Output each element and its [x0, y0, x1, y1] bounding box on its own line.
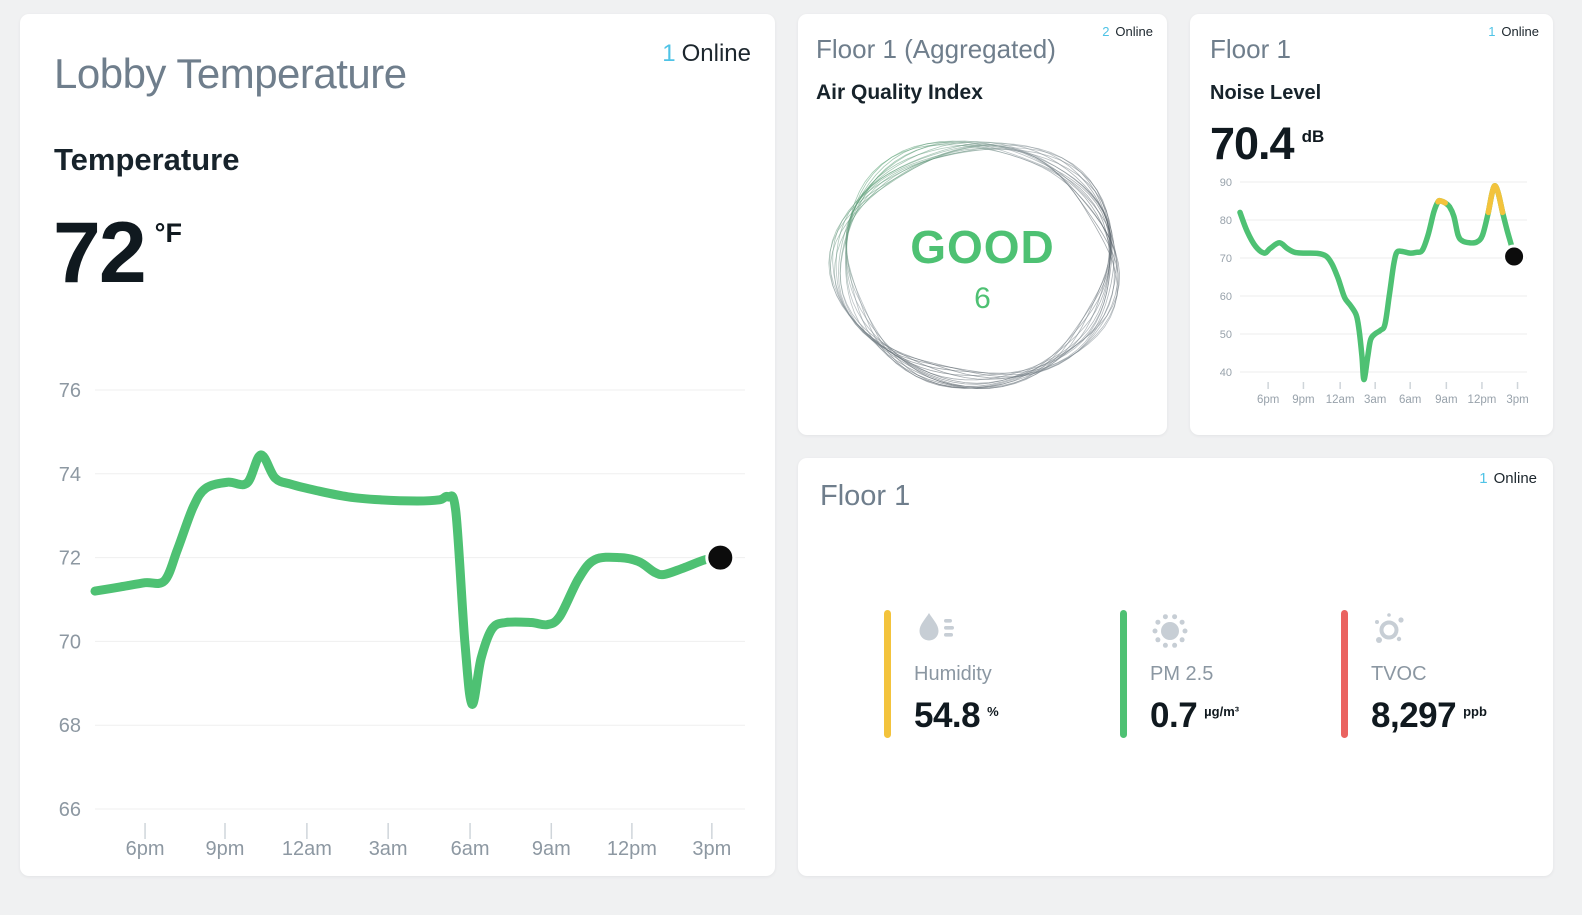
card-noise-level[interactable]: 1 Online Floor 1 Noise Level 70.4 dB 40 50 6…	[1190, 14, 1553, 435]
card-air-quality[interactable]: 2 Online Floor 1 (Aggregated) Air Quality…	[798, 14, 1167, 435]
air-quality-status: GOOD	[910, 221, 1055, 273]
online-label: Online	[681, 40, 751, 67]
svg-text:12pm: 12pm	[607, 838, 657, 860]
temperature-value: 72	[53, 205, 147, 301]
svg-text:6am: 6am	[1399, 394, 1421, 406]
svg-text:74: 74	[59, 464, 81, 486]
online-label: Online	[1493, 470, 1537, 487]
svg-text:72: 72	[59, 548, 81, 570]
metric-humidity: Humidity 54.8%	[884, 610, 999, 738]
droplet-icon	[914, 611, 999, 651]
noise-value: 70.4	[1210, 118, 1295, 169]
air-quality-ring-chart[interactable]: GOOD 6	[798, 114, 1167, 424]
svg-text:66: 66	[59, 799, 81, 821]
metric-tvoc: TVOC 8,297 ppb	[1341, 610, 1487, 738]
current-noise-level: 70.4 dB	[1210, 118, 1553, 170]
metric-value: 8,297 ppb	[1371, 696, 1487, 735]
online-status: 2 Online	[1102, 24, 1153, 39]
metric-name: Temperature	[54, 142, 240, 177]
online-count: 2	[1102, 24, 1110, 39]
svg-text:70: 70	[59, 631, 81, 653]
tvoc-accent-bar	[1341, 610, 1348, 738]
card-floor-metrics[interactable]: 1 Online Floor 1 Humidity 54.8%	[798, 458, 1553, 876]
svg-text:40: 40	[1220, 367, 1232, 379]
svg-text:12pm: 12pm	[1468, 394, 1497, 406]
current-temperature: 72 °F	[53, 204, 775, 303]
svg-text:80: 80	[1220, 215, 1232, 227]
metric-value: 54.8%	[914, 696, 999, 735]
online-count: 1	[1479, 470, 1488, 487]
card-title: Floor 1	[820, 480, 911, 512]
svg-text:6pm: 6pm	[126, 838, 165, 860]
svg-text:12am: 12am	[1326, 394, 1355, 406]
metric-name: Air Quality Index	[816, 81, 983, 104]
online-status: 1 Online	[1488, 24, 1539, 39]
metric-value: 0.7 µg/m³	[1150, 696, 1240, 735]
metric-unit: ppb	[1463, 704, 1487, 719]
metric-label: PM 2.5	[1150, 663, 1214, 685]
online-status: 1 Online	[1479, 470, 1537, 487]
svg-text:60: 60	[1220, 291, 1232, 303]
online-count: 1	[662, 40, 676, 67]
svg-text:9am: 9am	[1435, 394, 1457, 406]
metric-name: Noise Level	[1210, 82, 1322, 104]
svg-text:70: 70	[1220, 253, 1232, 265]
particle-icon	[1150, 611, 1239, 651]
online-count: 1	[1488, 24, 1496, 39]
temperature-line-chart[interactable]: 66 68 70 72 74 76 6pm 9pm 12am 3am 6am 9am 12pm 3pm	[30, 355, 750, 865]
metric-label: TVOC	[1371, 663, 1427, 685]
svg-text:68: 68	[59, 715, 81, 737]
card-title: Floor 1 (Aggregated)	[816, 34, 1056, 64]
svg-text:6pm: 6pm	[1257, 394, 1279, 406]
air-quality-value: 6	[974, 282, 991, 315]
svg-text:6am: 6am	[451, 838, 490, 860]
svg-text:9am: 9am	[532, 838, 571, 860]
card-lobby-temperature[interactable]: 1 Online Lobby Temperature Temperature 72…	[20, 14, 775, 876]
online-status: 1 Online	[662, 40, 751, 68]
molecule-icon	[1371, 611, 1487, 651]
humidity-accent-bar	[884, 610, 891, 738]
svg-text:12am: 12am	[282, 838, 332, 860]
metric-unit: µg/m³	[1204, 704, 1240, 719]
online-label: Online	[1501, 24, 1539, 39]
metric-pm25: PM 2.5 0.7 µg/m³	[1120, 610, 1239, 738]
svg-text:50: 50	[1220, 329, 1232, 341]
noise-line-chart[interactable]: 40 50 60 70 80 90 6pm 9pm 12am 3am 6am 9am 12pm 3pm	[1202, 166, 1542, 418]
svg-text:3pm: 3pm	[692, 838, 731, 860]
svg-text:3am: 3am	[1364, 394, 1386, 406]
svg-text:9pm: 9pm	[1292, 394, 1314, 406]
svg-text:3am: 3am	[369, 838, 408, 860]
temperature-unit: °F	[154, 218, 182, 248]
metric-label: Humidity	[914, 663, 992, 685]
metric-unit: %	[987, 704, 999, 719]
card-title: Floor 1	[1210, 34, 1291, 64]
pm25-accent-bar	[1120, 610, 1127, 738]
card-title: Lobby Temperature	[54, 50, 407, 97]
noise-unit: dB	[1301, 127, 1325, 146]
online-label: Online	[1115, 24, 1153, 39]
svg-text:3pm: 3pm	[1506, 394, 1528, 406]
svg-text:76: 76	[59, 380, 81, 402]
svg-text:90: 90	[1220, 177, 1232, 189]
svg-text:9pm: 9pm	[206, 838, 245, 860]
